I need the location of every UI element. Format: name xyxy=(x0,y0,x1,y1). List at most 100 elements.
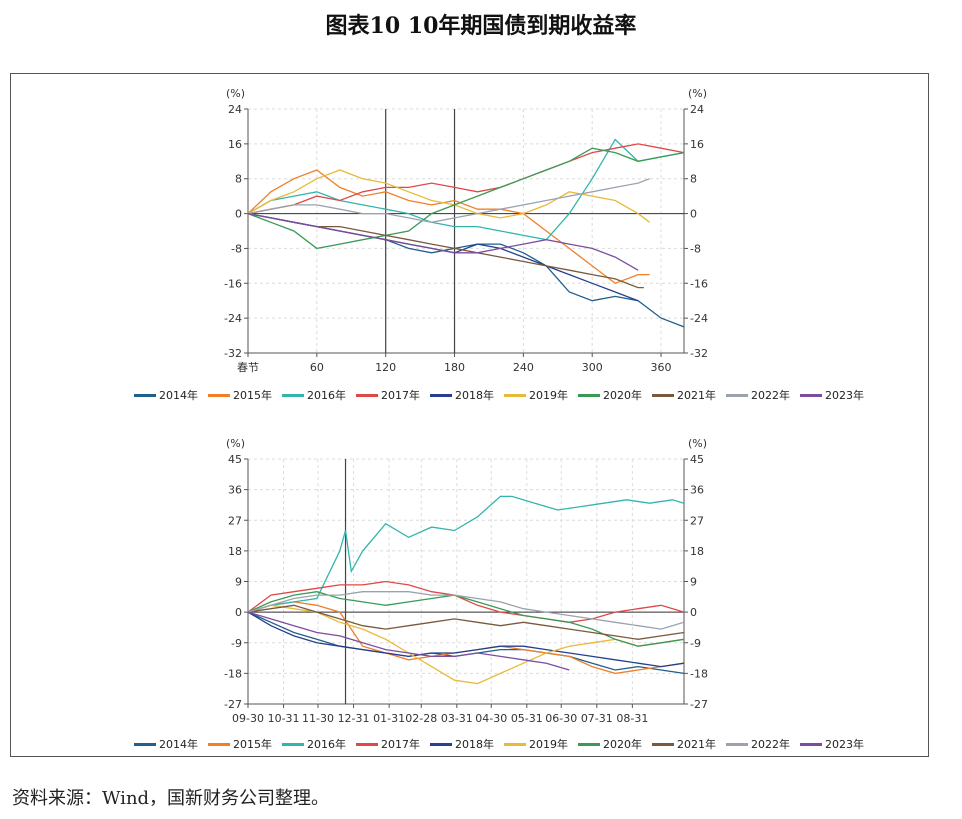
chart2-ytick-label-right: 18 xyxy=(690,545,704,558)
chart1-ytick-label-right: -32 xyxy=(690,347,708,360)
legend-label: 2020年 xyxy=(603,738,642,751)
legend-item: 2019年 xyxy=(504,736,568,752)
chart1-unit-left: (%) xyxy=(226,87,245,100)
chart1-series-2 xyxy=(247,169,650,285)
legend-item: 2018年 xyxy=(430,387,494,403)
legend-item: 2019年 xyxy=(504,387,568,403)
chart1-series-4 xyxy=(247,143,685,215)
chart1-ytick-label-left: -8 xyxy=(231,242,242,255)
legend-item: 2021年 xyxy=(652,736,716,752)
legend-item: 2023年 xyxy=(800,387,864,403)
chart2-series-9 xyxy=(247,591,685,630)
chart1-ytick-label-left: -24 xyxy=(224,312,242,325)
chart1-ytick-label-left: -16 xyxy=(224,277,242,290)
chart2-ytick-label-right: 9 xyxy=(690,576,697,589)
legend-swatch xyxy=(356,742,378,746)
legend-label: 2018年 xyxy=(455,389,494,402)
chart2-unit-right: (%) xyxy=(688,437,707,450)
legend-swatch xyxy=(800,393,822,397)
legend-top: 2014年 2015年 2016年 2017年 2018年 2019年 2020年 2021年… xyxy=(134,387,864,403)
chart2-series-8 xyxy=(247,604,685,640)
chart2-xtick-label: 10-31 xyxy=(268,712,300,725)
legend-bottom: 2014年 2015年 2016年 2017年 2018年 2019年 2020年 2021年… xyxy=(134,736,864,752)
chart1-xtick-label: 春节 xyxy=(237,361,259,374)
legend-label: 2021年 xyxy=(677,389,716,402)
chart2-ytick-label-right: 36 xyxy=(690,484,704,497)
legend-swatch xyxy=(282,393,304,397)
legend-swatch xyxy=(134,742,156,746)
chart1-ytick-label-left: 8 xyxy=(235,173,242,186)
chart1-ytick-label-right: -24 xyxy=(690,312,708,325)
legend-label: 2017年 xyxy=(381,389,420,402)
legend-swatch xyxy=(208,393,230,397)
legend-item: 2018年 xyxy=(430,736,494,752)
chart2-unit-left: (%) xyxy=(226,437,245,450)
legend-item: 2020年 xyxy=(578,736,642,752)
legend-label: 2014年 xyxy=(159,738,198,751)
chart1-ytick-label-right: 24 xyxy=(690,103,704,116)
chart1-series-1 xyxy=(247,212,685,328)
legend-swatch xyxy=(504,742,526,746)
legend-label: 2016年 xyxy=(307,389,346,402)
legend-label: 2017年 xyxy=(381,738,420,751)
legend-swatch xyxy=(726,393,748,397)
chart2-series-7 xyxy=(247,591,685,647)
chart2-xtick-label: 08-31 xyxy=(616,712,648,725)
chart2-xtick-label: 07-31 xyxy=(581,712,613,725)
chart2-xtick-label: 12-31 xyxy=(338,712,370,725)
chart2-ytick-label-left: 45 xyxy=(228,453,242,466)
chart2-ytick-label-right: -18 xyxy=(690,667,708,680)
legend-item: 2021年 xyxy=(652,387,716,403)
chart2-ytick-label-right: -9 xyxy=(690,637,701,650)
chart2-ytick-label-left: 18 xyxy=(228,545,242,558)
legend-swatch xyxy=(430,393,452,397)
legend-label: 2022年 xyxy=(751,389,790,402)
chart2-xtick-label: 04-30 xyxy=(475,712,507,725)
chart2-xtick-label: 05-31 xyxy=(511,712,543,725)
chart2-series-10 xyxy=(247,611,570,671)
chart1-series-6 xyxy=(247,169,650,223)
chart1-xtick-label: 360 xyxy=(651,361,672,374)
legend-swatch xyxy=(504,393,526,397)
legend-item: 2022年 xyxy=(726,387,790,403)
legend-swatch xyxy=(356,393,378,397)
chart2-ytick-label-right: 45 xyxy=(690,453,704,466)
legend-label: 2014年 xyxy=(159,389,198,402)
chart2-xtick-label: 02-28 xyxy=(405,712,437,725)
chart1-xtick-label: 60 xyxy=(310,361,324,374)
chart2-ytick-label-left: -9 xyxy=(231,637,242,650)
legend-swatch xyxy=(134,393,156,397)
chart2-series-5 xyxy=(247,611,685,668)
legend-swatch xyxy=(652,742,674,746)
legend-swatch xyxy=(726,742,748,746)
legend-label: 2015年 xyxy=(233,738,272,751)
legend-label: 2016年 xyxy=(307,738,346,751)
chart2-xtick-label: 03-31 xyxy=(441,712,473,725)
chart2-ytick-label-right: 0 xyxy=(690,606,697,619)
chart1-ytick-label-right: 16 xyxy=(690,138,704,151)
legend-label: 2019年 xyxy=(529,389,568,402)
legend-label: 2022年 xyxy=(751,738,790,751)
chart2-ytick-label-left: 9 xyxy=(235,576,242,589)
figure-title: 图表10 10年期国债到期收益率 xyxy=(325,13,637,39)
chart1-series-7 xyxy=(247,147,685,250)
chart1-ytick-label-left: -32 xyxy=(224,347,242,360)
chart-frame xyxy=(10,73,929,757)
legend-label: 2023年 xyxy=(825,738,864,751)
legend-label: 2019年 xyxy=(529,738,568,751)
chart2-series-6 xyxy=(247,604,685,685)
chart1-series-9 xyxy=(247,178,650,223)
chart1-ytick-label-right: -8 xyxy=(690,242,701,255)
legend-label: 2018年 xyxy=(455,738,494,751)
chart2-ytick-label-left: -27 xyxy=(224,698,242,711)
legend-swatch xyxy=(652,393,674,397)
legend-label: 2023年 xyxy=(825,389,864,402)
chart2-ytick-label-left: -18 xyxy=(224,667,242,680)
chart1-ytick-label-left: 16 xyxy=(228,138,242,151)
chart2-ytick-label-right: 27 xyxy=(690,514,704,527)
chart1-ytick-label-right: -16 xyxy=(690,277,708,290)
legend-item: 2014年 xyxy=(134,387,198,403)
chart2-xtick-label: 06-30 xyxy=(545,712,577,725)
chart2-ytick-label-left: 27 xyxy=(228,514,242,527)
